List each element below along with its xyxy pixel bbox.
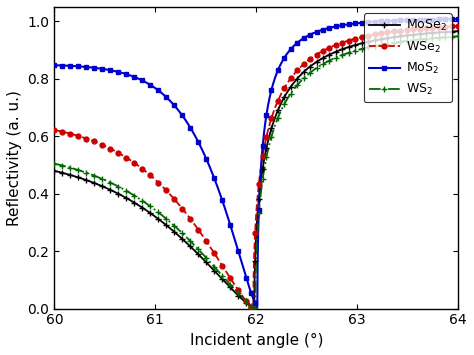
X-axis label: Incident angle (°): Incident angle (°) [190,333,323,348]
Legend: MoSe$_2$, WSe$_2$, MoS$_2$, WS$_2$: MoSe$_2$, WSe$_2$, MoS$_2$, WS$_2$ [364,13,452,102]
Y-axis label: Reflectivity (a. u.): Reflectivity (a. u.) [7,90,22,226]
